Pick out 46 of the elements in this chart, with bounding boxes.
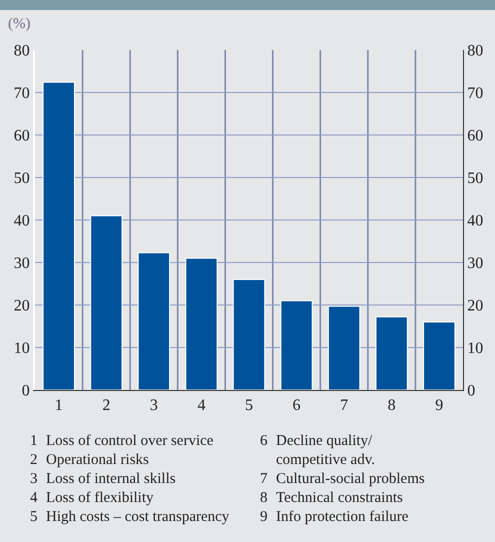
bar	[375, 316, 408, 390]
x-tick-label: 8	[388, 397, 396, 414]
x-tick-label: 4	[197, 397, 206, 414]
y-tick-label: 80	[14, 42, 30, 60]
text: 9 Info protection failure	[260, 508, 408, 527]
y2-tick-label: 80	[467, 42, 484, 60]
bar	[423, 322, 456, 390]
bar	[42, 82, 75, 390]
y-tick-label: 70	[14, 85, 30, 102]
x-tick-label: 7	[340, 397, 348, 414]
text: 2 Operational risks	[30, 451, 149, 470]
bar	[138, 252, 170, 390]
y-tick-label: 60	[14, 128, 30, 145]
y2-tick-label: 20	[467, 298, 484, 315]
text: 6 Decline quality/ competitive adv.	[260, 432, 376, 470]
y2-tick-label: 30	[467, 255, 484, 272]
text: 7 Cultural-social problems	[260, 470, 425, 489]
x-tick-label: 3	[150, 397, 158, 414]
x-tick-label: 9	[435, 397, 444, 414]
y2-tick-label: 70	[467, 85, 484, 102]
y-tick-label: 20	[14, 298, 30, 315]
y-axis-title: (%)	[8, 16, 30, 33]
y2-tick-label: 0	[467, 382, 476, 400]
bar	[328, 306, 360, 390]
x-tick-label: 5	[245, 397, 253, 414]
y-tick-label: 30	[14, 255, 30, 272]
y2-tick-label: 10	[467, 340, 484, 358]
bar	[232, 279, 266, 390]
x-tick-label: 1	[54, 397, 63, 414]
y2-tick-label: 50	[467, 170, 484, 188]
x-tick-label: 2	[102, 397, 110, 414]
text: 8 Technical constraints	[260, 489, 403, 508]
y-tick-label: 10	[14, 340, 30, 358]
text: 4 Loss of flexibility	[30, 489, 154, 508]
bar	[90, 215, 123, 390]
y-tick-label: 50	[14, 170, 30, 188]
text: 1 Loss of control over service	[30, 432, 214, 451]
y2-tick-label: 40	[467, 212, 484, 230]
text: 5 High costs – cost transparency	[30, 508, 230, 527]
x-tick-label: 6	[292, 397, 301, 414]
y2-tick-label: 60	[467, 128, 484, 145]
y-tick-label: 40	[14, 212, 30, 230]
bar	[185, 258, 218, 390]
y-tick-label: 0	[22, 382, 30, 400]
bar	[280, 300, 313, 390]
text: 3 Loss of internal skills	[30, 470, 176, 489]
